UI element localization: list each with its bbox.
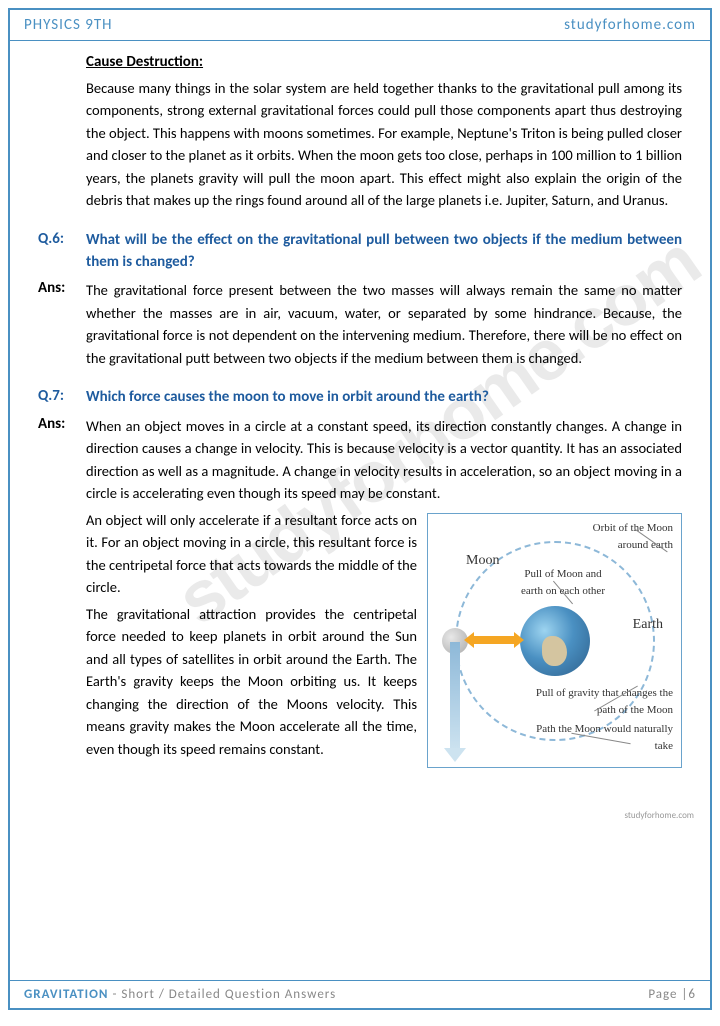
a7-label: Ans: [38, 415, 86, 505]
label-pull: Pull of Moon and earth on each other [518, 566, 608, 600]
question-6: Q.6: What will be the effect on the grav… [38, 230, 682, 274]
q6-text: What will be the effect on the gravitati… [86, 230, 682, 274]
a7-p1: When an object moves in a circle at a co… [86, 415, 682, 505]
header-right: studyforhome.com [564, 16, 696, 34]
answer-6: Ans: The gravitational force present bet… [38, 279, 682, 369]
orbit-diagram: Orbit of the Moon around earth Moon Pull… [427, 513, 682, 768]
footer-topic: GRAVITATION [24, 987, 109, 1002]
a6-text: The gravitational force present between … [86, 279, 682, 369]
footer-page: Page |6 [648, 987, 696, 1002]
section-body: Because many things in the solar system … [86, 77, 682, 212]
q7-wrap: Orbit of the Moon around earth Moon Pull… [38, 509, 682, 760]
a6-label: Ans: [38, 279, 86, 369]
q7-text: Which force causes the moon to move in o… [86, 387, 682, 409]
label-gravity: Pull of gravity that changes the path of… [533, 685, 673, 719]
label-moon: Moon [466, 550, 499, 572]
page-frame: PHYSICS 9TH studyforhome.com studyforhom… [8, 8, 712, 1010]
q6-number: Q.6: [38, 230, 86, 274]
arrow-pull-back [472, 636, 484, 644]
label-orbit: Orbit of the Moon around earth [563, 520, 673, 554]
section-title: Cause Destruction: [86, 53, 682, 71]
header: PHYSICS 9TH studyforhome.com [10, 10, 710, 41]
header-left: PHYSICS 9TH [24, 16, 113, 34]
earth-icon [520, 606, 590, 676]
footer-sub: - Short / Detailed Question Answers [109, 987, 337, 1002]
footer: GRAVITATION - Short / Detailed Question … [10, 980, 710, 1008]
answer-7-p1: Ans: When an object moves in a circle at… [38, 415, 682, 505]
q7-number: Q.7: [38, 387, 86, 409]
q7-flowtext: Orbit of the Moon around earth Moon Pull… [86, 509, 682, 760]
watermark-small: studyforhome.com [624, 810, 694, 821]
question-7: Q.7: Which force causes the moon to move… [38, 387, 682, 409]
footer-left: GRAVITATION - Short / Detailed Question … [24, 987, 336, 1002]
arrow-tangent [450, 642, 460, 752]
content: Cause Destruction: Because many things i… [10, 41, 710, 760]
label-earth: Earth [633, 614, 663, 636]
